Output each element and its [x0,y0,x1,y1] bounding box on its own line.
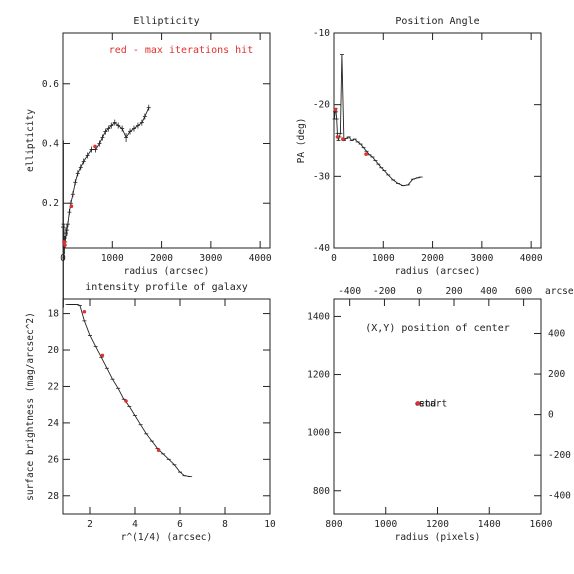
center-right-tick-label: -400 [548,491,571,502]
ellip-xtick-label: 4000 [249,253,272,264]
center-title: (X,Y) position of center [365,323,510,334]
center-xlabel: radius (pixels) [395,532,481,543]
prof-xtick-label: 2 [87,519,93,530]
pa-series-line [334,54,421,187]
ellip-annotation: red - max iterations hit [109,45,254,56]
prof-ylabel: surface brightness (mag/arcsec^2) [25,312,36,501]
prof-ytick-label: 28 [48,491,60,502]
center-ytick-label: 1400 [307,311,330,322]
center-top-tick-label: 600 [515,286,532,297]
center-xtick-label: 1400 [478,519,501,530]
pa-ytick-label: -20 [313,100,330,111]
pa-ytick-label: -40 [313,243,330,254]
center-xtick-label: 1000 [374,519,397,530]
center-top-tick-label: 400 [480,286,497,297]
center-right-tick-label: -200 [548,450,571,461]
center-right-tick-label: 0 [548,410,554,421]
ellip-xtick-label: 3000 [199,253,222,264]
pa-red-marker [333,107,338,112]
pa-xtick-label: 3000 [470,253,493,264]
ellip-ytick-label: 0.6 [42,79,59,90]
center-point [415,401,421,406]
prof-red-marker [156,448,161,453]
center-top-axis-label: arcsec [545,286,574,297]
prof-title: intensity profile of galaxy [85,282,248,293]
prof-ytick-label: 18 [48,309,60,320]
pa-red-marker [341,137,345,141]
center-point-label: end [419,398,436,409]
pa-xtick-label: 2000 [421,253,444,264]
ellip-xtick-label: 2000 [150,253,173,264]
prof-xlabel: r^(1/4) (arcsec) [121,532,213,543]
center-top-tick-label: -400 [338,286,361,297]
prof-ytick-label: 20 [48,345,60,356]
ellip-xtick-label: 1000 [101,253,124,264]
center-right-tick-label: 200 [548,369,565,380]
pa-frame [333,32,542,249]
center-top-tick-label: -200 [373,286,396,297]
center-xtick-label: 1600 [530,519,553,530]
prof-red-marker [82,309,87,314]
center-point-label: start [419,399,448,410]
ellip-ytick-label: 0.2 [42,198,59,209]
pa-xtick-label: 0 [331,253,337,264]
prof-xtick-label: 10 [264,519,276,530]
prof-xtick-label: 8 [222,519,228,530]
prof-red-marker [124,399,128,403]
center-ytick-label: 1000 [307,428,330,439]
prof-ytick-label: 26 [48,454,60,465]
center-top-tick-label: 0 [416,286,422,297]
ellip-ytick-label: 0.4 [42,138,59,149]
pa-ytick-label: -30 [313,171,330,182]
center-right-tick-label: 400 [548,328,565,339]
prof-xtick-label: 4 [132,519,138,530]
pa-xtick-label: 1000 [372,253,395,264]
prof-series-line [67,304,191,478]
center-ytick-label: 800 [313,486,330,497]
pa-red-marker [335,135,340,139]
center-ytick-label: 1200 [307,370,330,381]
pa-xlabel: radius (arcsec) [395,266,481,277]
ellip-red-marker [69,204,74,208]
center-xtick-label: 800 [325,519,342,530]
pa-ytick-label: -10 [313,28,330,39]
ellip-frame [62,32,271,249]
prof-xtick-label: 6 [177,519,183,530]
prof-ytick-label: 24 [48,418,60,429]
ellip-red-marker [62,240,66,244]
center-xtick-label: 1200 [426,519,449,530]
prof-frame [62,298,271,515]
ellip-red-marker [93,144,97,149]
pa-xtick-label: 4000 [520,253,543,264]
pa-title: Position Angle [395,16,479,27]
pa-red-marker [364,152,368,156]
prof-ytick-label: 22 [48,381,59,392]
ellip-red-marker [63,243,67,247]
center-top-tick-label: 200 [445,286,462,297]
ellip-xlabel: radius (arcsec) [124,266,210,277]
ellip-title: Ellipticity [133,16,199,27]
prof-red-marker [100,353,105,358]
pa-ylabel: PA (deg) [296,118,307,164]
ellip-ylabel: ellipticity [25,109,36,172]
